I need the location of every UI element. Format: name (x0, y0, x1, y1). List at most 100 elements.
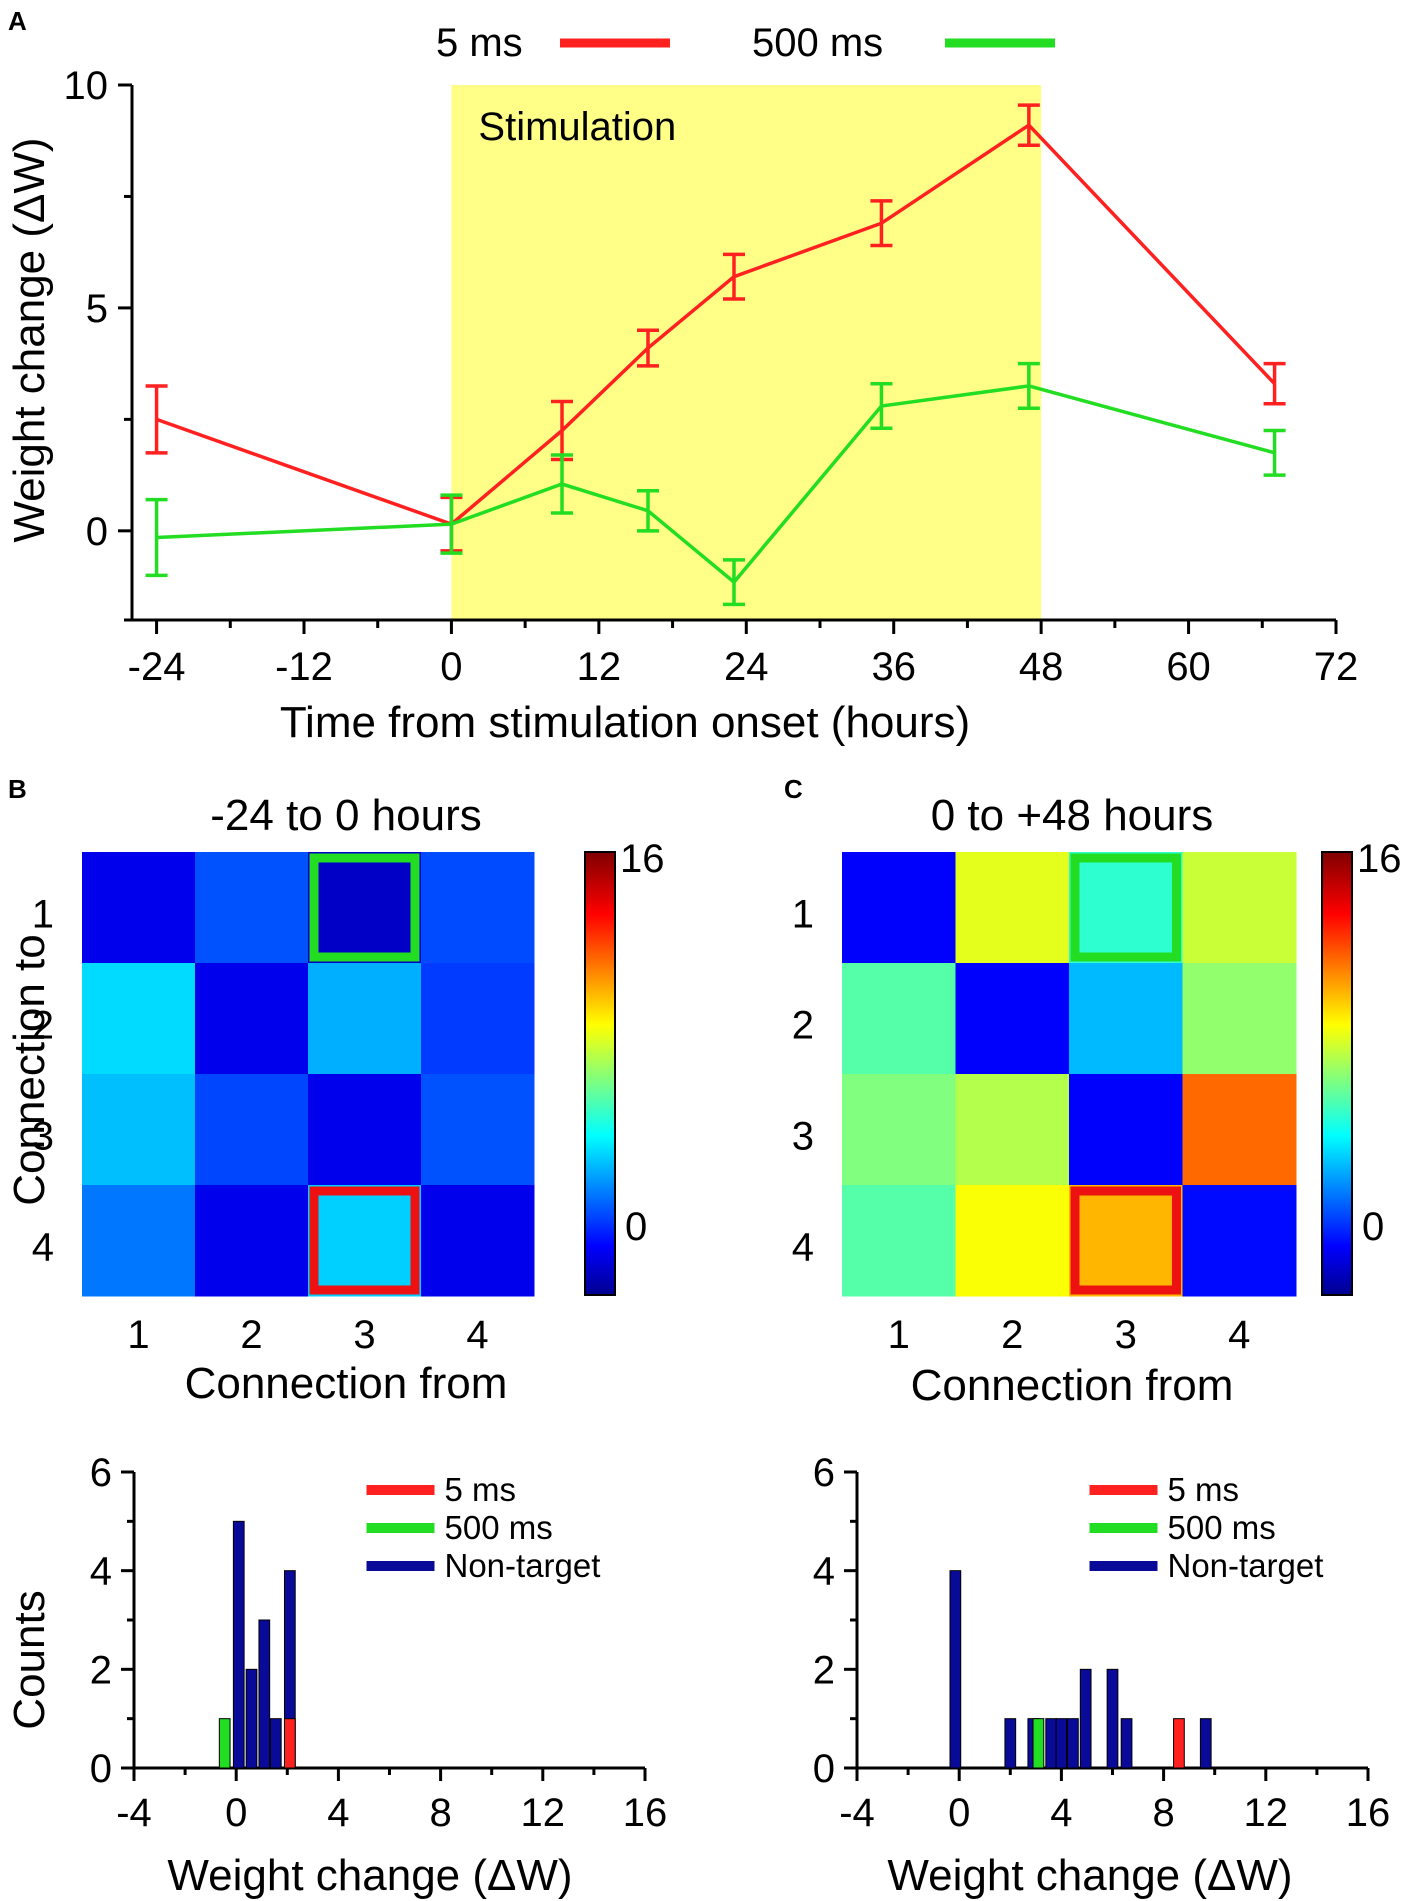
panel-a-x-tick-label: 48 (1019, 645, 1064, 689)
hist-right-bar (1032, 1718, 1045, 1769)
panel-c-colorbar-zero: 0 (1362, 1205, 1384, 1249)
panel-c-x-tick-label: 2 (1001, 1313, 1023, 1357)
panel-b-y-axis-title: Connection to (5, 934, 54, 1206)
panel-b-cell (308, 963, 422, 1075)
panel-b-cell (82, 1074, 196, 1186)
hist-left-bar (258, 1619, 271, 1769)
panel-a-x-tick-label: -12 (275, 645, 333, 689)
panel-b-x-tick-label: 4 (466, 1313, 488, 1357)
panel-label-c: C (784, 774, 803, 804)
legend-label-500ms: 500 ms (752, 21, 883, 65)
hist-right-legend-label: 500 ms (1168, 1509, 1276, 1546)
heatmap-panel-b: B -24 to 0 hours 1 2 3 4 1 2 3 4 16 0 Connectio… (5, 774, 665, 1408)
panel-c-cell (955, 1185, 1070, 1297)
panel-c-y-tick-label: 2 (792, 1004, 814, 1048)
hist-right-legend-label: Non-target (1168, 1547, 1324, 1584)
hist-left-y-axis-title: Counts (5, 1590, 54, 1729)
panel-a-y-tick-label: 5 (86, 287, 108, 331)
hist-left-bars (218, 1520, 296, 1769)
panel-label-a: A (8, 6, 27, 36)
panel-a-x-tick-label: 60 (1166, 645, 1211, 689)
panel-a-x-tick-label: 12 (577, 645, 622, 689)
panel-b-colorbar-max: 16 (620, 837, 665, 881)
panel-a-x-axis-title: Time from stimulation onset (hours) (280, 698, 970, 747)
hist-left-bar (283, 1718, 296, 1769)
panel-b-y-tick-label: 1 (32, 893, 54, 937)
hist-right-bar (1055, 1718, 1068, 1769)
panel-c-cell (1069, 963, 1183, 1075)
panel-c-cell (842, 1185, 956, 1297)
hist-right-x-tick-label: 16 (1346, 1791, 1391, 1835)
panel-a-y-axis-title: Weight change (ΔW) (5, 137, 54, 542)
panel-b-title: -24 to 0 hours (210, 791, 482, 840)
hist-right-x-tick-label: 4 (1050, 1791, 1072, 1835)
panel-c-x-tick-label: 1 (888, 1313, 910, 1357)
panel-c-cell (1182, 852, 1297, 964)
hist-right-bar (1173, 1718, 1185, 1769)
panel-b-cell (195, 852, 309, 964)
panel-b-cell (421, 852, 535, 964)
hist-right-bar (949, 1570, 962, 1769)
panel-c-heatmap-grid (842, 852, 1297, 1297)
hist-right-x-axis-title: Weight change (ΔW) (887, 1851, 1292, 1900)
hist-left-bar (269, 1718, 282, 1769)
panel-b-x-axis-title: Connection from (185, 1359, 508, 1408)
hist-right-legend-label: 5 ms (1168, 1471, 1240, 1508)
hist-right-y-tick-label: 2 (813, 1648, 835, 1692)
panel-b-cell (195, 963, 309, 1075)
panel-a-axes: -24 -12 0 12 24 36 48 60 72 0 5 10 (64, 64, 1359, 689)
panel-c-colorbar (1321, 851, 1353, 1296)
panel-c-colorbar-max: 16 (1357, 837, 1402, 881)
hist-right-bar (1067, 1718, 1079, 1769)
panel-c-y-tick-label: 1 (792, 893, 814, 937)
panel-b-highlight-box (309, 853, 420, 962)
hist-left-x-axis-title: Weight change (ΔW) (167, 1851, 572, 1900)
panel-c-cell (842, 963, 956, 1075)
hist-left-bar (218, 1718, 231, 1769)
panel-b-cell (421, 963, 535, 1075)
hist-right-bar (1004, 1718, 1017, 1769)
panel-b-cell (82, 963, 196, 1075)
hist-left-legend-label: 500 ms (445, 1509, 553, 1546)
hist-right-x-tick-label: 0 (948, 1791, 970, 1835)
hist-right-y-tick-label: 4 (813, 1550, 835, 1594)
hist-left-x-tick-label: -4 (116, 1791, 152, 1835)
panel-c-tick-labels: 1 2 3 4 1 2 3 4 (792, 893, 1251, 1358)
hist-right-y-tick-label: 6 (813, 1451, 835, 1495)
hist-right-x-tick-label: -4 (839, 1791, 875, 1835)
panel-b-highlight-box (309, 1186, 420, 1295)
panel-a-x-tick-label: 0 (440, 645, 462, 689)
hist-left-legend-label: 5 ms (445, 1471, 517, 1508)
hist-left-legend-label: Non-target (445, 1547, 601, 1584)
panel-a-y-tick-label: 0 (86, 510, 108, 554)
panel-c-highlight-box (1070, 1186, 1181, 1295)
panel-b-cell (308, 1074, 422, 1186)
panel-b-colorbar-zero: 0 (625, 1205, 647, 1249)
panel-b-x-tick-label: 3 (353, 1313, 375, 1357)
hist-left-y-tick-label: 2 (90, 1648, 112, 1692)
panel-c-title: 0 to +48 hours (931, 791, 1214, 840)
panel-b-cell (308, 852, 422, 964)
stimulation-label: Stimulation (478, 105, 676, 149)
hist-right-x-tick-label: 12 (1244, 1791, 1289, 1835)
hist-right-bar (1079, 1668, 1092, 1769)
panel-b-heatmap-grid (82, 852, 535, 1297)
panel-c-cell (1069, 1185, 1183, 1297)
hist-left-bar (232, 1520, 245, 1769)
panel-c-y-tick-label: 3 (792, 1115, 814, 1159)
hist-right-bar (1199, 1718, 1212, 1769)
panel-c-cell (1069, 1074, 1183, 1186)
heatmap-panel-c: C 0 to +48 hours 1 2 3 4 1 2 3 4 16 0 Connectio… (784, 774, 1402, 1410)
panel-c-cell (842, 1074, 956, 1186)
panel-b-cell (421, 1074, 535, 1186)
panel-c-highlight-box (1070, 853, 1181, 962)
panel-a-x-tick-label: 24 (724, 645, 769, 689)
hist-right-y-tick-label: 0 (813, 1747, 835, 1791)
panel-b-y-tick-label: 2 (32, 1004, 54, 1048)
series-line-500ms (156, 384, 1276, 585)
panel-a-y-tick-label: 10 (64, 64, 109, 108)
